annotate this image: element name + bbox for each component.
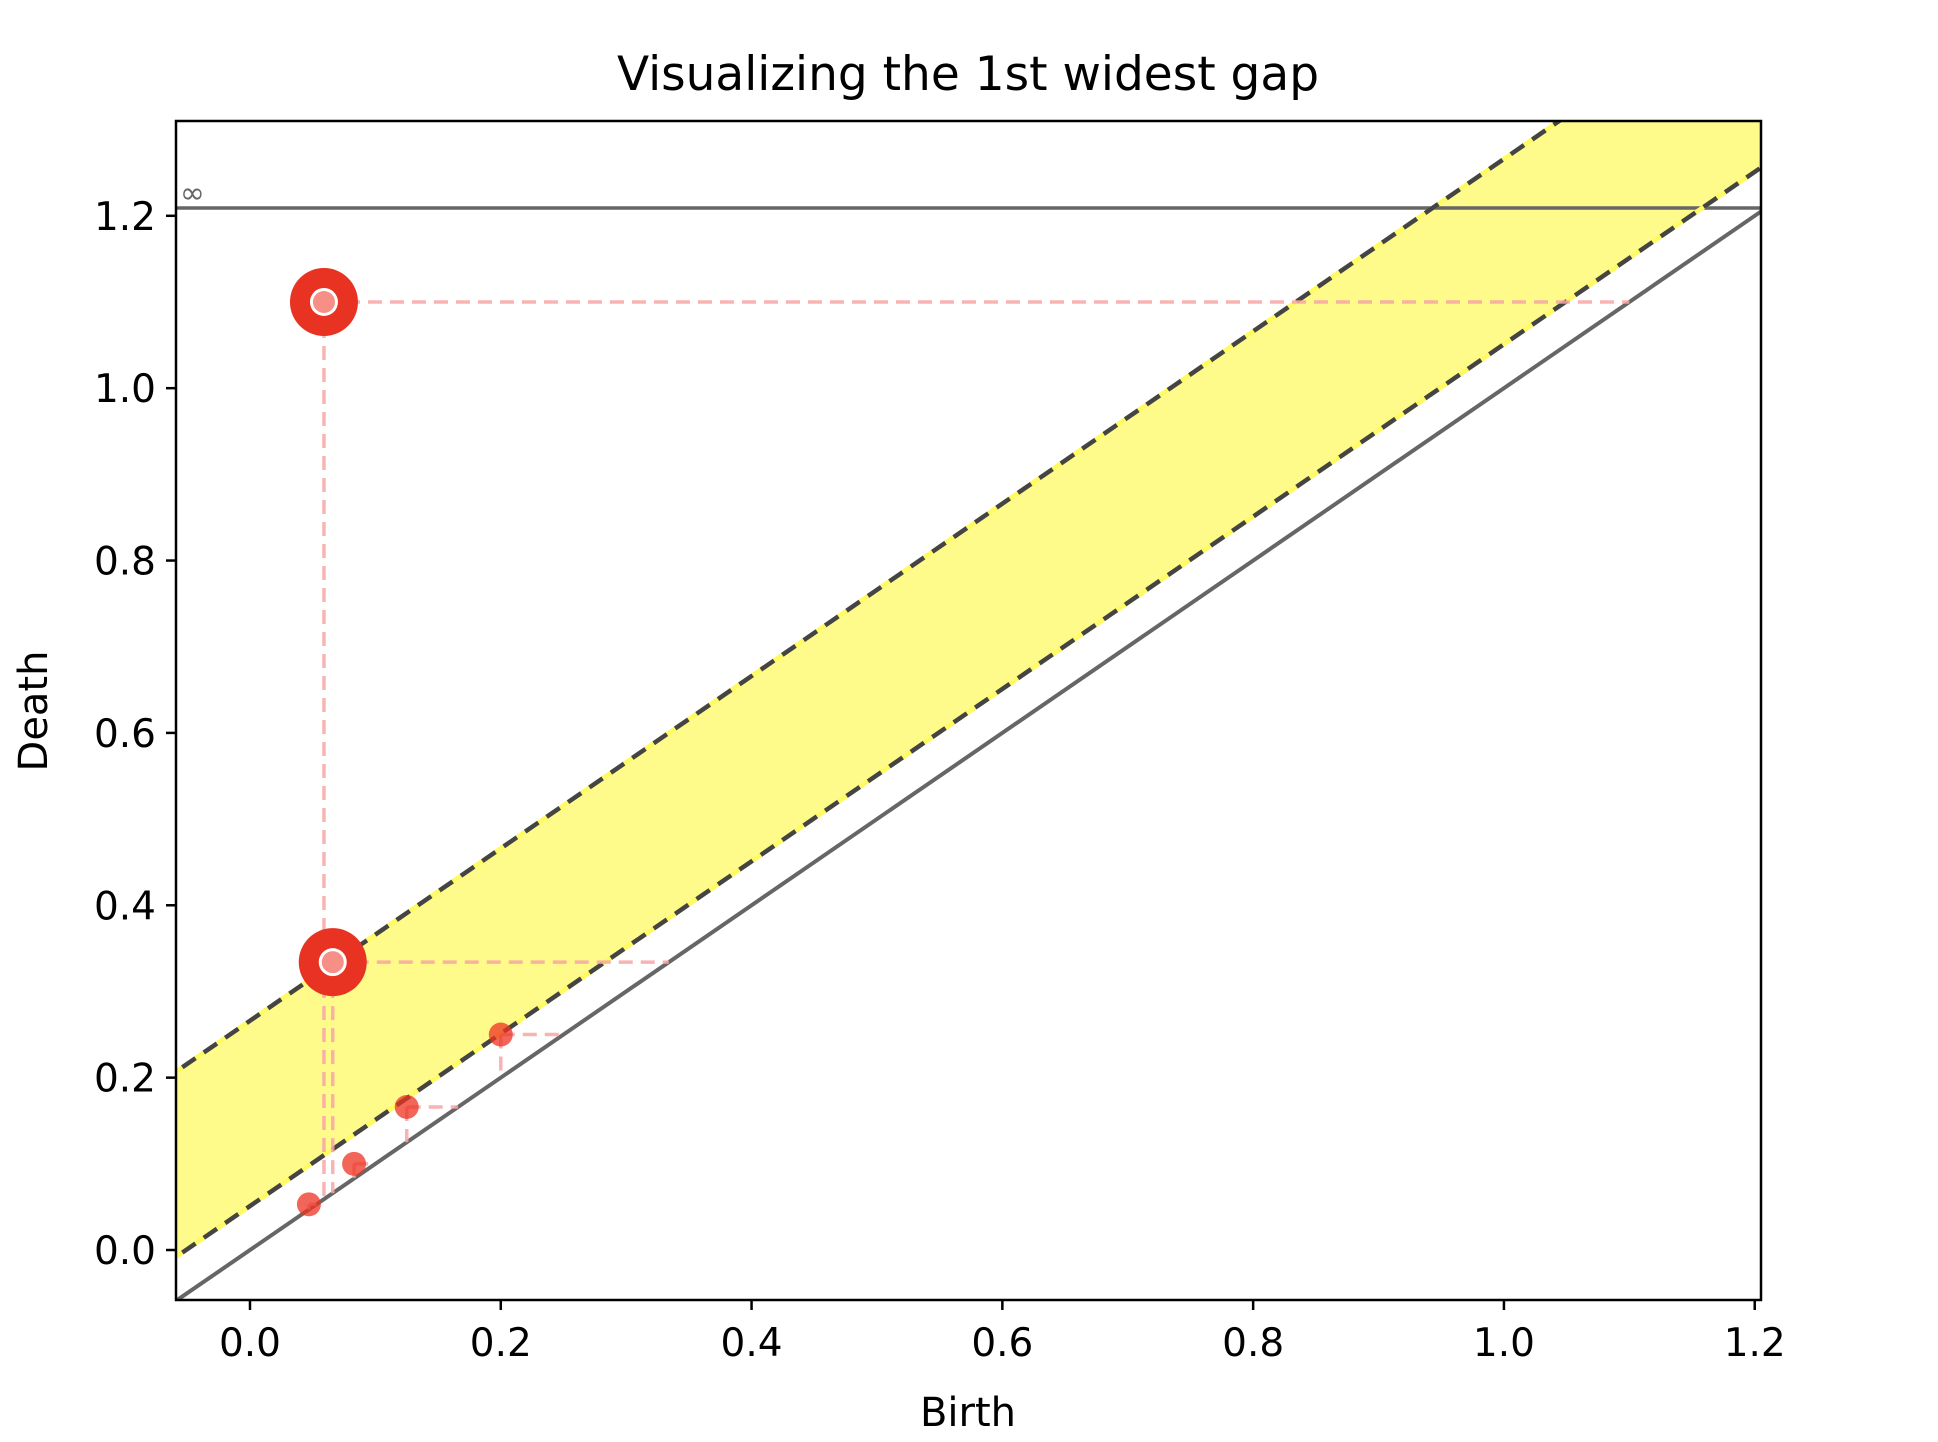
- infinity-label: ∞: [180, 176, 205, 211]
- diagonal-line: [176, 209, 1761, 1300]
- y-tick-label-1: 0.2: [94, 1057, 156, 1102]
- gap-band-upper-edge: [176, 121, 1564, 1075]
- y-tick-label-0: 0.0: [94, 1229, 156, 1274]
- point-0: [312, 290, 335, 313]
- x-tick-label-1: 0.2: [470, 1321, 532, 1366]
- y-tick-label-4: 0.8: [94, 540, 156, 585]
- x-tick-label-5: 1.0: [1473, 1321, 1535, 1366]
- x-tick-label-2: 0.4: [721, 1321, 783, 1366]
- chart-title: Visualizing the 1st widest gap: [617, 47, 1319, 102]
- y-tick-label-2: 0.4: [94, 884, 156, 929]
- point-2: [488, 1022, 513, 1047]
- x-tick-label-0: 0.0: [219, 1321, 281, 1366]
- point-4: [342, 1151, 367, 1176]
- y-axis-label: Death: [11, 651, 57, 772]
- point-3: [394, 1094, 419, 1119]
- x-tick-label-4: 0.8: [1222, 1321, 1284, 1366]
- point-1: [321, 951, 344, 974]
- y-tick-label-6: 1.2: [94, 195, 156, 240]
- y-tick-label-3: 0.6: [94, 712, 156, 757]
- y-tick-label-5: 1.0: [94, 367, 156, 412]
- plot-frame: [174, 119, 1763, 1302]
- x-tick-label-6: 1.2: [1724, 1321, 1786, 1366]
- axes: 0.0 0.2 0.4 0.6 0.8 1.0 1.2 0.0 0.2 0.4 0.6 0.8 1.0 1…: [94, 195, 1786, 1366]
- x-tick-label-3: 0.6: [971, 1321, 1033, 1366]
- x-axis-label: Birth: [920, 1390, 1016, 1436]
- point-5: [296, 1192, 321, 1217]
